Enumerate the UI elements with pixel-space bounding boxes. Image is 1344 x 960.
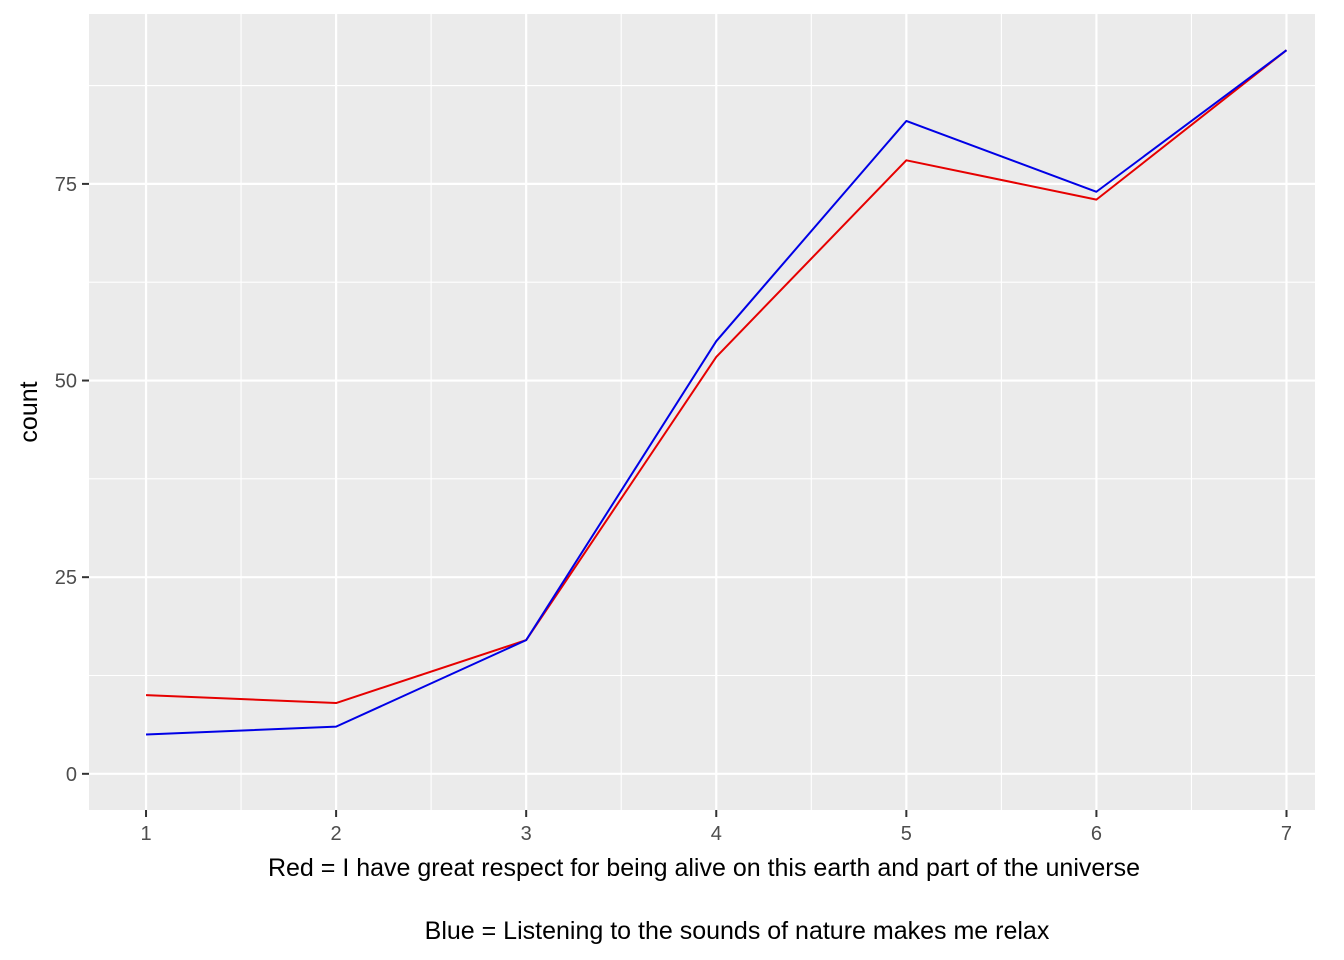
caption-blue: Blue = Listening to the sounds of nature… [425, 917, 1050, 945]
x-tick-label: 5 [901, 823, 912, 845]
x-tick-label: 1 [140, 823, 151, 845]
x-tick-label: 7 [1281, 823, 1292, 845]
y-tick-label: 0 [66, 764, 77, 786]
y-tick-label: 50 [55, 371, 77, 393]
caption-red: Red = I have great respect for being ali… [268, 854, 1140, 882]
series-layer [145, 49, 1288, 736]
y-tick-label: 75 [55, 174, 77, 196]
y-axis: 0 25 50 75 [55, 174, 89, 786]
major-gridlines [89, 14, 1315, 810]
plot-panel [89, 14, 1315, 810]
x-axis: 1 2 3 4 5 6 7 [140, 810, 1292, 845]
x-tick-label: 4 [711, 823, 722, 845]
x-tick-label: 2 [331, 823, 342, 845]
y-axis-title: count [15, 381, 43, 442]
series-line-blue [145, 49, 1288, 736]
x-tick-label: 6 [1091, 823, 1102, 845]
y-tick-label: 25 [55, 567, 77, 589]
series-line-red [145, 49, 1288, 705]
x-tick-label: 3 [521, 823, 532, 845]
minor-gridlines [89, 14, 1315, 810]
